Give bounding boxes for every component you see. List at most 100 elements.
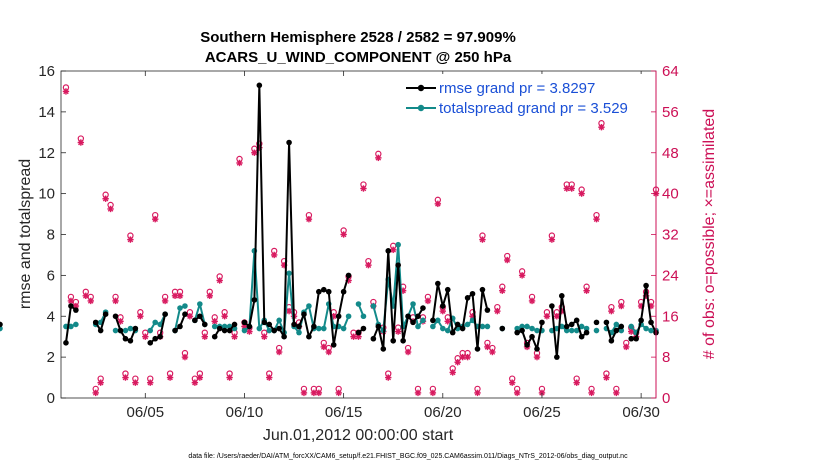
rmse-point — [578, 333, 585, 340]
rmse-point — [603, 319, 610, 326]
obs-assimilated-point — [226, 374, 233, 381]
totalspread-point — [583, 325, 590, 332]
legend: rmse grand pr = 3.8297 totalspread grand… — [400, 74, 648, 117]
rmse-point — [256, 82, 263, 89]
rmse-point — [182, 311, 188, 318]
rmse-point — [479, 286, 486, 293]
obs-assimilated-point — [593, 215, 600, 223]
totalspread-point — [573, 327, 580, 334]
y-right-tick-label: 48 — [662, 145, 679, 162]
obs-assimilated-point — [92, 389, 99, 397]
obs-assimilated-point — [271, 251, 278, 259]
rmse-point — [420, 305, 426, 311]
x-tick-label: 06/25 — [523, 404, 561, 421]
totalspread-point — [648, 327, 654, 334]
obs-assimilated-point — [176, 292, 184, 300]
y-left-tick-label: 16 — [38, 63, 55, 80]
obs-assimilated-point — [186, 313, 194, 320]
obs-assimilated-point — [459, 353, 466, 361]
legend-spread-label: totalspread grand pr = 3.529 — [439, 100, 628, 117]
obs-assimilated-point — [504, 256, 511, 264]
totalspread-point — [643, 325, 649, 332]
rmse-point — [484, 307, 491, 313]
totalspread-point — [420, 317, 426, 324]
totalspread-point — [182, 303, 188, 309]
obs-assimilated-point — [102, 195, 109, 202]
rmse-point — [281, 333, 287, 340]
data-file-footnote: data file: /Users/raeder/DAI/ATM_forcXX/… — [188, 453, 628, 460]
rmse-point — [449, 329, 456, 336]
rmse-point — [335, 313, 342, 320]
totalspread-point — [296, 329, 302, 336]
obs-assimilated-point — [335, 389, 342, 397]
rmse-point — [92, 319, 99, 326]
rmse-point — [628, 335, 635, 342]
totalspread-point — [415, 323, 421, 330]
totalspread-point — [122, 327, 129, 334]
totalspread-point — [444, 327, 451, 334]
obs-assimilated-point — [454, 359, 461, 366]
obs-assimilated-point — [266, 374, 273, 381]
rmse-point — [231, 321, 238, 328]
rmse-point — [147, 340, 154, 346]
obs-assimilated-point — [533, 353, 541, 361]
y-axis-left: 0 2 4 6 8 10 12 14 16 — [38, 63, 66, 407]
obs-assimilated-point — [548, 236, 556, 243]
rmse-point — [266, 321, 273, 328]
obs-assimilated-point — [77, 139, 85, 146]
rmse-point — [226, 327, 233, 334]
x-tick-label: 06/15 — [325, 404, 363, 421]
obs-assimilated-point — [360, 185, 367, 192]
totalspread-point — [360, 313, 367, 320]
obs-assimilated-point — [221, 313, 228, 320]
totalspread-point — [276, 317, 282, 324]
totalspread-point — [410, 301, 416, 307]
obs-assimilated-point — [67, 297, 75, 305]
obs-assimilated-point — [310, 389, 318, 397]
obs-assimilated-point — [414, 389, 422, 397]
totalspread-point — [152, 319, 159, 326]
obs-assimilated-point — [152, 215, 159, 223]
totalspread-point — [320, 325, 327, 332]
obs-assimilated-point — [543, 313, 551, 320]
rmse-point — [192, 317, 198, 324]
y-right-tick-label: 8 — [662, 349, 670, 366]
totalspread-point — [177, 305, 183, 311]
rmse-point — [459, 325, 466, 332]
totalspread-point — [593, 327, 600, 334]
rmse-point — [360, 325, 367, 332]
rmse-point — [464, 295, 471, 301]
y-right-tick-label: 64 — [662, 63, 679, 80]
obs-assimilated-point — [300, 389, 308, 397]
obs-assimilated-point — [375, 154, 382, 162]
totalspread-point — [439, 325, 446, 332]
obs-assimilated-point — [181, 353, 189, 361]
rmse-point — [311, 323, 317, 330]
rmse-point — [593, 319, 600, 326]
y-right-tick-label: 0 — [662, 390, 670, 407]
rmse-point — [316, 288, 322, 295]
obs-assimilated-point — [424, 297, 432, 305]
obs-assimilated-point — [251, 149, 258, 156]
rmse-point — [246, 323, 253, 330]
totalspread-point — [241, 327, 248, 334]
rmse-point — [0, 321, 3, 328]
rmse-point — [539, 319, 545, 326]
y-right-tick-label: 16 — [662, 308, 679, 325]
y-axis-right: 0 8 16 24 32 40 48 56 64 — [651, 63, 679, 407]
obs-assimilated-point — [434, 200, 442, 208]
y-left-tick-label: 14 — [38, 104, 55, 121]
totalspread-point — [395, 241, 401, 248]
totalspread-point — [524, 323, 530, 330]
obs-assimilated-point — [513, 389, 521, 397]
rmse-point — [73, 307, 79, 313]
rmse-point — [568, 321, 575, 328]
rmse-point — [514, 329, 520, 336]
rmse-point — [345, 272, 352, 279]
totalspread-point — [221, 323, 228, 330]
rmse-point — [583, 329, 590, 336]
y-left-tick-label: 8 — [47, 227, 55, 244]
x-tick-label: 06/30 — [622, 404, 660, 421]
totalspread-point — [484, 323, 491, 330]
obs-assimilated-point — [573, 379, 580, 386]
